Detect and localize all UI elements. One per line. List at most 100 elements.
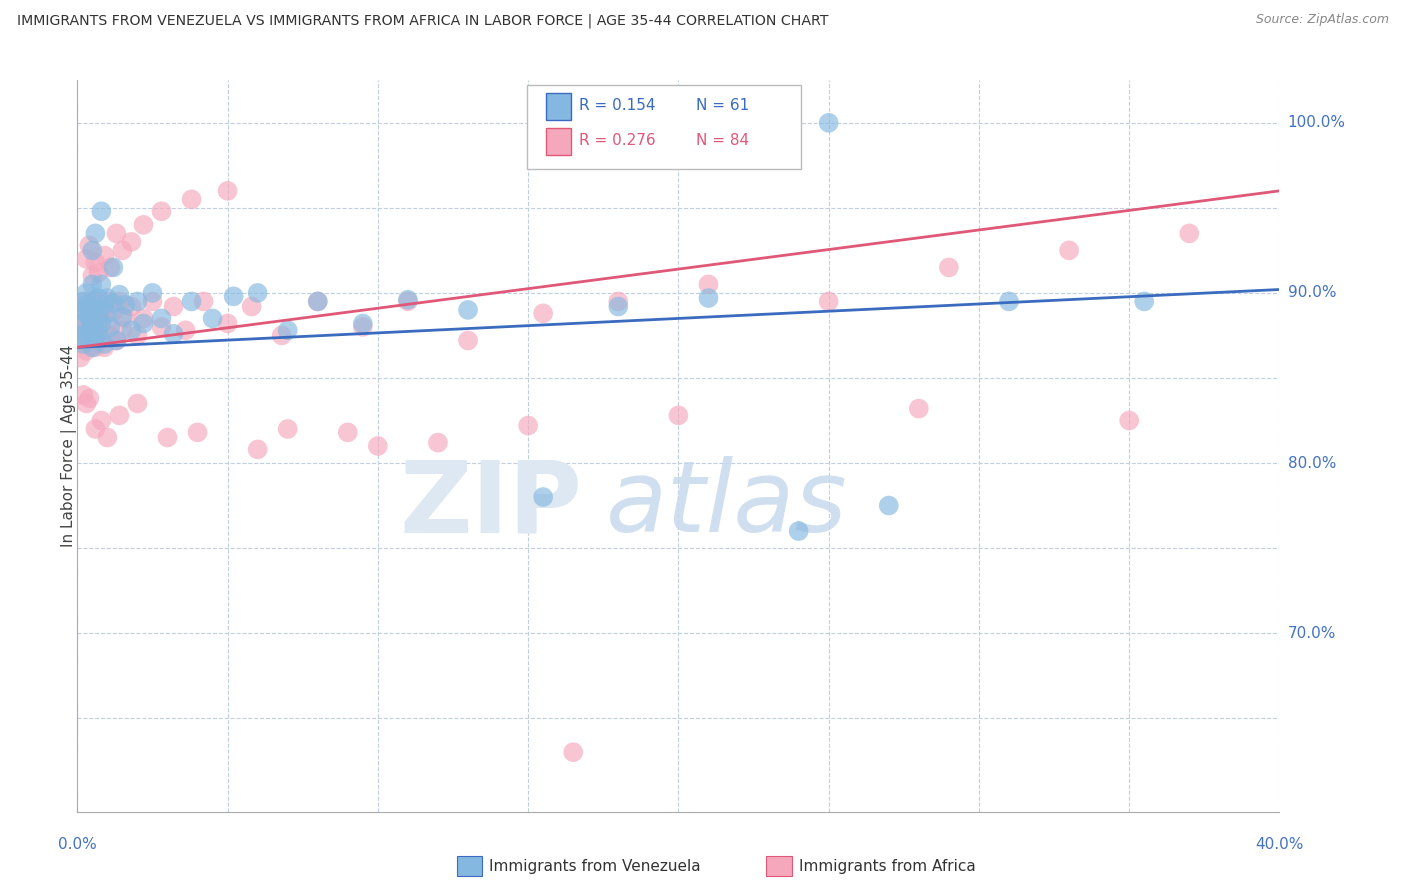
Text: 90.0%: 90.0% bbox=[1288, 285, 1336, 301]
Text: Immigrants from Venezuela: Immigrants from Venezuela bbox=[489, 859, 702, 873]
Point bbox=[82, 294, 104, 309]
Point bbox=[93, 302, 115, 317]
Point bbox=[141, 294, 163, 309]
Point bbox=[79, 306, 101, 320]
Point bbox=[103, 260, 125, 275]
Point bbox=[87, 326, 110, 341]
Point bbox=[93, 340, 115, 354]
Text: Source: ZipAtlas.com: Source: ZipAtlas.com bbox=[1256, 13, 1389, 27]
Point bbox=[75, 343, 97, 358]
Point bbox=[90, 317, 112, 331]
Point bbox=[150, 320, 173, 334]
Point bbox=[120, 235, 142, 249]
Point bbox=[96, 430, 118, 444]
Point bbox=[607, 294, 630, 309]
Point bbox=[90, 326, 112, 341]
Point bbox=[156, 430, 179, 444]
Point bbox=[120, 323, 142, 337]
Text: 80.0%: 80.0% bbox=[1288, 456, 1336, 470]
Point bbox=[367, 439, 389, 453]
Point bbox=[938, 260, 960, 275]
Point bbox=[84, 422, 107, 436]
Point bbox=[908, 401, 931, 416]
Point bbox=[396, 294, 419, 309]
Point bbox=[75, 306, 97, 320]
Point bbox=[93, 298, 115, 312]
Y-axis label: In Labor Force | Age 35-44: In Labor Force | Age 35-44 bbox=[60, 345, 77, 547]
Point bbox=[105, 334, 128, 348]
Point bbox=[69, 328, 91, 343]
Point bbox=[127, 328, 149, 343]
Point bbox=[246, 285, 269, 300]
Point bbox=[90, 413, 112, 427]
Point bbox=[79, 238, 101, 252]
Text: R = 0.154: R = 0.154 bbox=[579, 98, 655, 112]
Point bbox=[336, 425, 359, 440]
Point bbox=[96, 306, 118, 320]
Point bbox=[72, 388, 94, 402]
Point bbox=[108, 294, 131, 309]
Point bbox=[162, 300, 184, 314]
Text: N = 84: N = 84 bbox=[696, 134, 749, 148]
Point bbox=[75, 285, 97, 300]
Point bbox=[108, 287, 131, 301]
Point bbox=[457, 302, 479, 317]
Text: 100.0%: 100.0% bbox=[1288, 115, 1346, 130]
Point bbox=[162, 326, 184, 341]
Point bbox=[217, 184, 239, 198]
Point bbox=[150, 204, 173, 219]
Point bbox=[193, 294, 215, 309]
Point bbox=[82, 323, 104, 337]
Point bbox=[531, 490, 554, 504]
Text: R = 0.276: R = 0.276 bbox=[579, 134, 655, 148]
Point bbox=[531, 306, 554, 320]
Point bbox=[79, 328, 101, 343]
Point bbox=[114, 298, 136, 312]
Text: 0.0%: 0.0% bbox=[58, 838, 97, 852]
Text: N = 61: N = 61 bbox=[696, 98, 749, 112]
Point bbox=[90, 277, 112, 292]
Point bbox=[998, 294, 1021, 309]
Point bbox=[270, 328, 292, 343]
Point bbox=[307, 294, 329, 309]
Point bbox=[277, 323, 299, 337]
Point bbox=[108, 409, 131, 423]
Point bbox=[697, 291, 720, 305]
Point bbox=[427, 435, 450, 450]
Point bbox=[87, 291, 110, 305]
Point bbox=[69, 302, 91, 317]
Point bbox=[84, 311, 107, 326]
Point bbox=[240, 300, 263, 314]
Point bbox=[96, 317, 118, 331]
Point bbox=[352, 320, 374, 334]
Text: ZIP: ZIP bbox=[399, 456, 582, 553]
Point bbox=[174, 323, 197, 337]
Point bbox=[96, 294, 118, 309]
Point bbox=[396, 293, 419, 307]
Point bbox=[82, 337, 104, 351]
Point bbox=[120, 300, 142, 314]
Point bbox=[93, 337, 115, 351]
Point bbox=[817, 294, 839, 309]
Point bbox=[111, 310, 134, 324]
Point bbox=[69, 351, 91, 365]
Point bbox=[217, 317, 239, 331]
Point bbox=[75, 328, 97, 343]
Point bbox=[72, 294, 94, 309]
Text: 70.0%: 70.0% bbox=[1288, 625, 1336, 640]
Text: Immigrants from Africa: Immigrants from Africa bbox=[799, 859, 976, 873]
Point bbox=[75, 252, 97, 266]
Point bbox=[457, 334, 479, 348]
Text: atlas: atlas bbox=[606, 456, 848, 553]
Point bbox=[84, 332, 107, 346]
Point bbox=[82, 340, 104, 354]
Point bbox=[668, 409, 690, 423]
Point bbox=[72, 334, 94, 348]
Point bbox=[75, 298, 97, 312]
Point bbox=[100, 260, 122, 275]
Point bbox=[697, 277, 720, 292]
Point bbox=[82, 277, 104, 292]
Point bbox=[82, 315, 104, 329]
Point bbox=[87, 334, 110, 348]
Point bbox=[277, 422, 299, 436]
